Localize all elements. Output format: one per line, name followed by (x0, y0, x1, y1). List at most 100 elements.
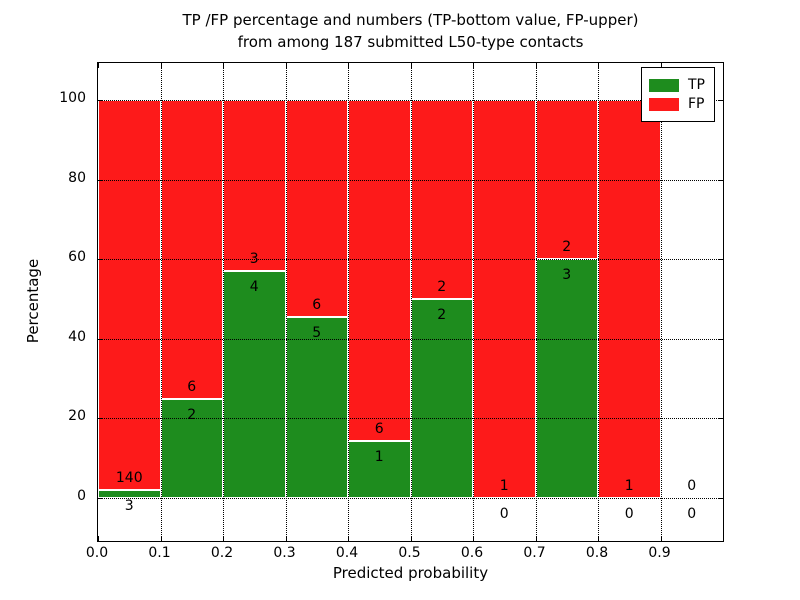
tp-count-label: 4 (249, 278, 259, 295)
x-tick-label: 0.4 (335, 545, 359, 561)
x-axis-tick (410, 536, 412, 541)
fp-bar-segment (473, 100, 536, 498)
tp-bar-segment (98, 489, 161, 498)
tp-count-label: 2 (187, 406, 197, 423)
tp-count-label: 0 (624, 506, 634, 522)
x-axis-tick (348, 536, 349, 541)
chart-title-line1: TP /FP percentage and numbers (TP-bottom… (182, 11, 639, 29)
fp-legend-label: FP (688, 96, 705, 112)
vertical-gridline (410, 63, 412, 541)
y-axis-tick-right (718, 418, 723, 420)
fp-bar-segment (348, 100, 411, 442)
fp-bar-segment (410, 100, 473, 299)
x-tick-label: 0.8 (585, 545, 609, 561)
y-axis-tick-right (718, 338, 723, 340)
tp-count-label: 2 (437, 307, 447, 323)
legend: TP FP (641, 67, 715, 122)
x-axis-tick (473, 536, 474, 541)
fp-count-label: 6 (187, 378, 197, 395)
tp-legend-swatch (649, 78, 679, 92)
y-axis-tick (98, 259, 103, 261)
x-tick-label: 0.6 (460, 545, 484, 561)
tp-bar-segment (348, 441, 411, 498)
y-axis-tick-right (718, 179, 723, 181)
x-tick-label: 0.2 (210, 545, 234, 561)
legend-row-fp: FP (649, 96, 705, 112)
vertical-gridline (535, 63, 537, 541)
fp-count-label: 6 (312, 297, 322, 314)
chart-title-line2: from among 187 submitted L50-type contac… (237, 33, 584, 51)
x-tick-label: 0.5 (398, 545, 421, 561)
tp-count-label: 1 (374, 449, 384, 466)
vertical-gridline (285, 63, 287, 541)
fp-count-label: 2 (562, 239, 572, 256)
y-axis-tick (98, 179, 103, 181)
tp-bar-segment (223, 270, 286, 498)
y-axis-tick-right (718, 100, 723, 101)
fp-count-label: 6 (374, 421, 384, 438)
vertical-gridline (223, 63, 224, 541)
y-axis-tick (98, 100, 103, 101)
fp-count-label: 1 (499, 478, 509, 494)
y-tick-label: 40 (68, 328, 86, 345)
x-axis-tick-top (410, 63, 412, 68)
y-axis-tick (98, 498, 103, 499)
legend-row-tp: TP (649, 77, 705, 93)
x-axis-tick-top (160, 63, 162, 68)
fp-count-label: 2 (437, 279, 447, 295)
x-axis-tick-top (285, 63, 287, 68)
fp-bar-segment (98, 100, 161, 490)
x-axis-tick (223, 536, 224, 541)
y-tick-label: 80 (68, 169, 86, 186)
x-axis-tick (660, 536, 662, 541)
x-tick-label: 0.3 (273, 545, 296, 561)
x-tick-label: 0.1 (148, 545, 171, 561)
tp-count-label: 3 (124, 497, 134, 514)
vertical-gridline (160, 63, 162, 541)
tp-count-label: 3 (562, 267, 572, 284)
fp-bar-segment (285, 100, 348, 318)
x-axis-tick-top (98, 63, 99, 68)
y-tick-label: 60 (68, 249, 86, 266)
x-axis-tick (285, 536, 287, 541)
y-tick-label: 0 (77, 488, 86, 504)
tp-legend-label: TP (688, 77, 705, 93)
x-tick-label: 0.9 (648, 545, 671, 561)
x-axis-tick-top (598, 63, 599, 68)
fp-bar-segment (160, 100, 223, 399)
y-axis-tick-right (718, 259, 723, 261)
x-axis-tick (598, 536, 599, 541)
x-axis-tick (98, 536, 99, 541)
x-tick-label: 0.0 (85, 545, 109, 561)
vertical-gridline (348, 63, 349, 541)
fp-count-label: 140 (115, 469, 143, 486)
fp-count-label: 3 (249, 250, 259, 267)
vertical-gridline (473, 63, 474, 541)
y-axis-tick (98, 418, 103, 420)
x-axis-tick-top (473, 63, 474, 68)
vertical-gridline (598, 63, 599, 541)
vertical-gridline (660, 63, 662, 541)
fp-count-label: 0 (687, 478, 697, 494)
fp-bar-segment (223, 100, 286, 271)
y-tick-label: 100 (59, 90, 86, 106)
x-axis-tick (535, 536, 537, 541)
x-axis-tick-top (535, 63, 537, 68)
plot-area: 140 3 6 2 3 4 6 5 6 1 2 2 1 0 2 3 1 0 0 0 TP FP (97, 62, 724, 542)
y-tick-label: 20 (68, 408, 86, 425)
fp-count-label: 1 (624, 478, 634, 494)
chart-title: TP /FP percentage and numbers (TP-bottom… (97, 9, 724, 53)
fp-legend-swatch (649, 97, 679, 111)
y-axis-tick-right (718, 498, 723, 499)
x-axis-tick-top (348, 63, 349, 68)
x-tick-label: 0.7 (523, 545, 546, 561)
x-axis-label: Predicted probability (332, 564, 489, 582)
tp-bar-segment (160, 398, 223, 498)
tp-count-label: 5 (312, 325, 322, 342)
tp-bar-segment (285, 317, 348, 498)
tp-bar-segment (535, 259, 598, 498)
tp-count-label: 0 (499, 506, 509, 522)
y-axis-tick (98, 338, 103, 340)
x-axis-tick-top (660, 63, 662, 68)
